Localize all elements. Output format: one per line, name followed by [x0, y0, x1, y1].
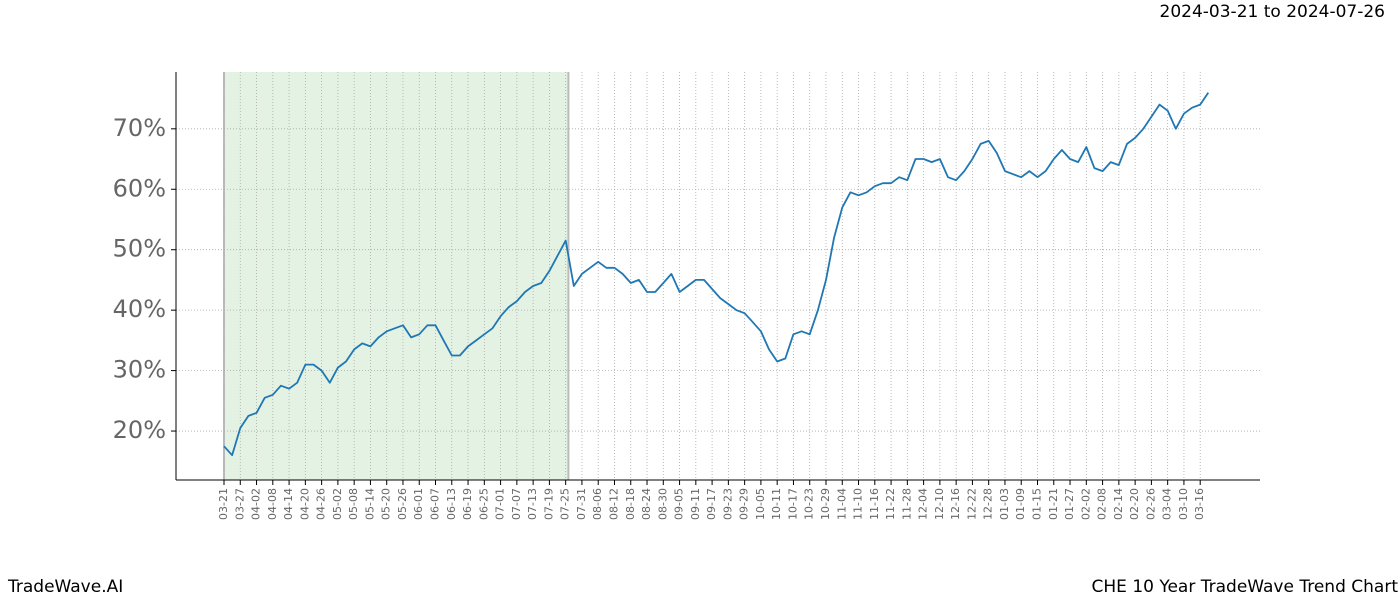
x-tick-label: 08-06: [591, 488, 604, 520]
x-tick-label: 06-13: [445, 488, 458, 520]
x-tick-label: 11-10: [852, 488, 865, 520]
x-tick-label: 05-14: [363, 488, 376, 520]
x-tick-label: 12-10: [933, 488, 946, 520]
trend-line: [223, 92, 1210, 457]
x-tick-label: 01-27: [1063, 488, 1076, 520]
x-tick-label: 12-28: [982, 488, 995, 520]
x-tick-label: 02-26: [1144, 488, 1157, 520]
y-tick-label: 70%: [113, 114, 166, 142]
x-tick-label: 12-04: [917, 488, 930, 520]
x-tick-label: 04-02: [250, 488, 263, 520]
x-tick-label: 08-30: [656, 488, 669, 520]
x-tick-label: 09-05: [673, 488, 686, 520]
x-tick-label: 07-19: [542, 488, 555, 520]
x-tick-label: 09-29: [738, 488, 751, 520]
x-tick-label: 10-05: [754, 488, 767, 520]
x-tick-label: 01-21: [1047, 488, 1060, 520]
x-tick-label: 04-14: [282, 488, 295, 520]
highlight-range: [224, 72, 569, 480]
x-tick-label: 05-08: [347, 488, 360, 520]
x-tick-label: 08-12: [607, 488, 620, 520]
x-tick-label: 11-28: [900, 488, 913, 520]
x-tick-label: 08-24: [640, 488, 653, 520]
x-tick-label: 09-11: [689, 488, 702, 520]
x-tick-label: 03-04: [1161, 488, 1174, 520]
x-tick-label: 06-01: [412, 488, 425, 520]
x-tick-label: 03-16: [1193, 488, 1206, 520]
x-tick-label: 07-13: [526, 488, 539, 520]
x-tick-label: 12-16: [949, 488, 962, 520]
x-tick-label: 05-26: [396, 488, 409, 520]
x-tick-label: 07-01: [494, 488, 507, 520]
x-tick-label: 11-04: [835, 488, 848, 520]
x-tick-label: 04-20: [298, 488, 311, 520]
x-tick-label: 10-11: [770, 488, 783, 520]
x-tick-label: 06-25: [477, 488, 490, 520]
x-tick-label: 06-07: [429, 488, 442, 520]
y-tick-label: 20%: [113, 416, 166, 444]
x-tick-label: 09-17: [705, 488, 718, 520]
x-tick-label: 05-02: [331, 488, 344, 520]
x-tick-label: 02-14: [1112, 488, 1125, 520]
x-tick-label: 02-02: [1079, 488, 1092, 520]
x-tick-label: 05-20: [380, 488, 393, 520]
x-tick-label: 12-22: [965, 488, 978, 520]
x-tick-label: 04-08: [266, 488, 279, 520]
x-tick-label: 07-07: [510, 488, 523, 520]
x-tick-label: 02-20: [1128, 488, 1141, 520]
x-tick-label: 09-23: [721, 488, 734, 520]
x-tick-label: 03-27: [233, 488, 246, 520]
x-tick-label: 01-09: [1014, 488, 1027, 520]
x-tick-label: 01-03: [998, 488, 1011, 520]
x-tick-label: 10-17: [786, 488, 799, 520]
x-tick-label: 07-31: [575, 488, 588, 520]
y-tick-label: 30%: [113, 356, 166, 384]
y-tick-label: 50%: [113, 235, 166, 263]
y-tick-label: 60%: [113, 174, 166, 202]
x-tick-label: 10-23: [803, 488, 816, 520]
x-tick-label: 01-15: [1031, 488, 1044, 520]
y-tick-label: 40%: [113, 295, 166, 323]
x-tick-label: 07-25: [559, 488, 572, 520]
brand: TradeWave.AI: [7, 577, 123, 597]
chart-title: CHE 10 Year TradeWave Trend Chart: [1092, 577, 1399, 597]
x-tick-label: 04-26: [315, 488, 328, 520]
x-tick-label: 06-19: [461, 488, 474, 520]
x-tick-label: 10-29: [819, 488, 832, 520]
date-range: 2024-03-21 to 2024-07-26: [1160, 2, 1385, 22]
x-tick-label: 11-16: [868, 488, 881, 520]
x-tick-label: 08-18: [624, 488, 637, 520]
x-tick-label: 03-21: [217, 488, 230, 520]
x-tick-label: 03-10: [1177, 488, 1190, 520]
x-tick-label: 11-22: [884, 488, 897, 520]
x-tick-label: 02-08: [1096, 488, 1109, 520]
